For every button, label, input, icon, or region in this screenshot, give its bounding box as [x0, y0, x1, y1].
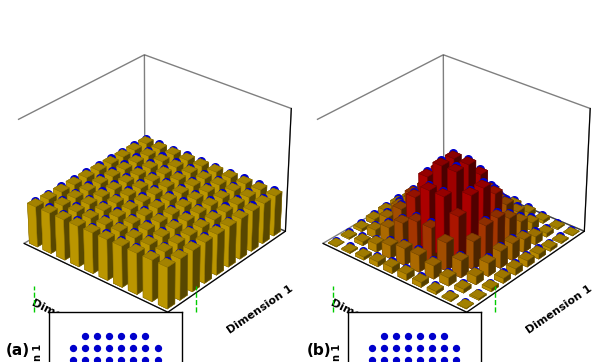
Point	[129, 333, 138, 338]
Point	[105, 345, 114, 351]
Point	[117, 357, 126, 362]
Point	[379, 357, 389, 362]
Point	[415, 357, 425, 362]
Point	[452, 357, 461, 362]
Point	[129, 345, 138, 351]
Y-axis label: Dimension 1: Dimension 1	[225, 283, 295, 336]
Point	[427, 333, 437, 338]
Point	[427, 357, 437, 362]
Point	[80, 345, 90, 351]
Point	[105, 333, 114, 338]
Point	[117, 345, 126, 351]
Point	[403, 357, 413, 362]
Point	[68, 357, 78, 362]
Y-axis label: Dimension 1: Dimension 1	[34, 344, 43, 362]
Point	[391, 357, 401, 362]
Point	[93, 333, 102, 338]
Point	[93, 357, 102, 362]
Point	[93, 345, 102, 351]
Point	[367, 345, 377, 351]
Point	[80, 357, 90, 362]
Point	[403, 333, 413, 338]
Point	[129, 357, 138, 362]
Point	[141, 333, 150, 338]
Point	[439, 333, 449, 338]
Y-axis label: Dimension 1: Dimension 1	[524, 283, 594, 336]
Point	[415, 345, 425, 351]
Point	[367, 357, 377, 362]
Text: (a): (a)	[6, 343, 30, 358]
Point	[153, 345, 163, 351]
Point	[415, 333, 425, 338]
Point	[439, 345, 449, 351]
Point	[141, 345, 150, 351]
Point	[427, 345, 437, 351]
Point	[80, 333, 90, 338]
Point	[379, 333, 389, 338]
Point	[379, 345, 389, 351]
Point	[391, 345, 401, 351]
Point	[452, 345, 461, 351]
Point	[141, 357, 150, 362]
Point	[68, 345, 78, 351]
Point	[439, 357, 449, 362]
Point	[403, 345, 413, 351]
X-axis label: Dimension 2: Dimension 2	[329, 298, 403, 340]
Y-axis label: Dimension 1: Dimension 1	[332, 344, 343, 362]
X-axis label: Dimension 2: Dimension 2	[30, 298, 104, 340]
Point	[105, 357, 114, 362]
Point	[153, 357, 163, 362]
Text: (b): (b)	[307, 343, 332, 358]
Point	[391, 333, 401, 338]
Point	[117, 333, 126, 338]
